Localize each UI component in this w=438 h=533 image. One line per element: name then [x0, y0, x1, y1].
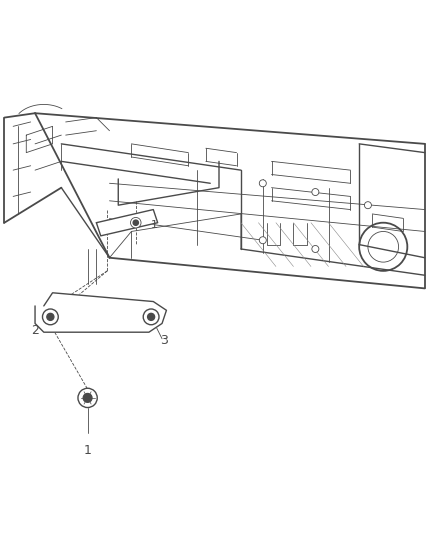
Text: 1: 1	[84, 444, 92, 457]
Text: 2: 2	[31, 324, 39, 336]
Circle shape	[131, 217, 141, 228]
Circle shape	[312, 189, 319, 196]
Circle shape	[42, 309, 58, 325]
Polygon shape	[96, 209, 158, 236]
Circle shape	[259, 180, 266, 187]
Circle shape	[78, 388, 97, 408]
Circle shape	[47, 313, 54, 320]
Circle shape	[133, 220, 138, 225]
Circle shape	[364, 201, 371, 209]
Circle shape	[312, 246, 319, 253]
Circle shape	[148, 313, 155, 320]
Text: 3: 3	[160, 335, 168, 348]
Polygon shape	[35, 293, 166, 332]
Text: 1: 1	[151, 220, 158, 230]
Circle shape	[83, 393, 92, 402]
Circle shape	[259, 237, 266, 244]
Circle shape	[143, 309, 159, 325]
